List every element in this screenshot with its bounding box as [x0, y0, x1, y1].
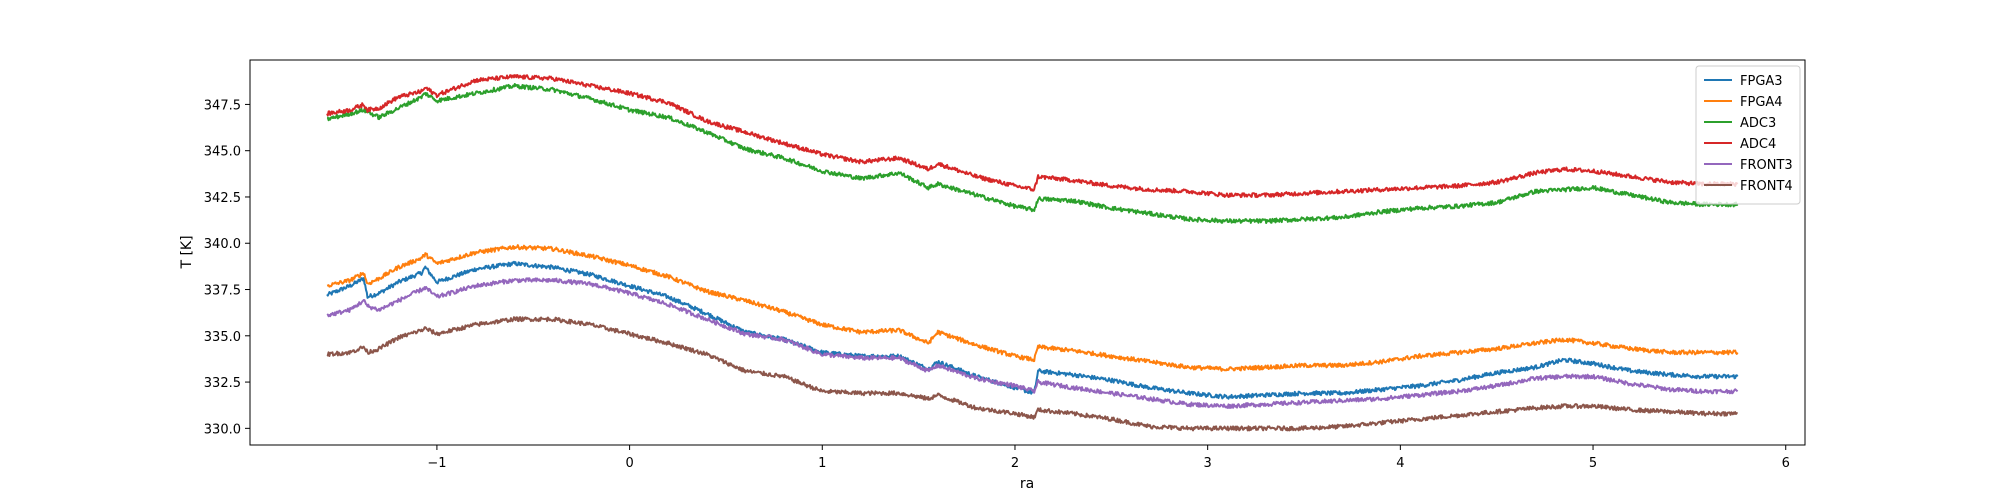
series-line-fpga3	[326, 260, 1739, 400]
x-axis-label: ra	[1020, 476, 1034, 492]
legend-label: FPGA4	[1740, 95, 1783, 110]
y-tick-label: 330.0	[204, 422, 241, 437]
y-tick-label: 332.5	[204, 376, 241, 391]
y-tick-label: 340.0	[204, 237, 241, 252]
series-line-fpga4	[326, 244, 1739, 372]
x-tick-label: 0	[625, 456, 633, 471]
series-line-adc3	[326, 83, 1739, 224]
y-axis-label: T [K]	[179, 235, 195, 269]
x-tick-label: 1	[818, 456, 826, 471]
y-tick-label: 335.0	[204, 330, 241, 345]
x-tick-label: 4	[1396, 456, 1404, 471]
legend-label: FRONT4	[1740, 179, 1793, 194]
series-line-front4	[326, 316, 1739, 432]
legend-label: FPGA3	[1740, 74, 1783, 89]
y-tick-label: 345.0	[204, 145, 241, 160]
x-tick-label: 3	[1204, 456, 1212, 471]
plot-area-frame	[249, 59, 1806, 446]
y-tick-label: 337.5	[204, 284, 241, 299]
x-tick-label: −1	[427, 456, 446, 471]
series-layer	[326, 74, 1739, 432]
x-axis: −1 0 1 2 3 4 5 6	[427, 445, 1790, 471]
legend: FPGA3 FPGA4 ADC3 ADC4 FRONT3 FRONT4	[1695, 65, 1801, 205]
legend-label: ADC3	[1740, 116, 1776, 131]
x-tick-label: 6	[1782, 456, 1790, 471]
series-line-adc4	[326, 74, 1739, 199]
legend-label: FRONT3	[1740, 158, 1793, 173]
x-tick-label: 2	[1011, 456, 1019, 471]
y-tick-label: 347.5	[204, 98, 241, 113]
x-tick-label: 5	[1589, 456, 1597, 471]
y-axis: 330.0 332.5 335.0 337.5 340.0 342.5 345.0 347.5	[204, 98, 250, 437]
y-tick-label: 342.5	[204, 191, 241, 206]
legend-label: ADC4	[1740, 137, 1776, 152]
series-line-front3	[326, 277, 1739, 409]
